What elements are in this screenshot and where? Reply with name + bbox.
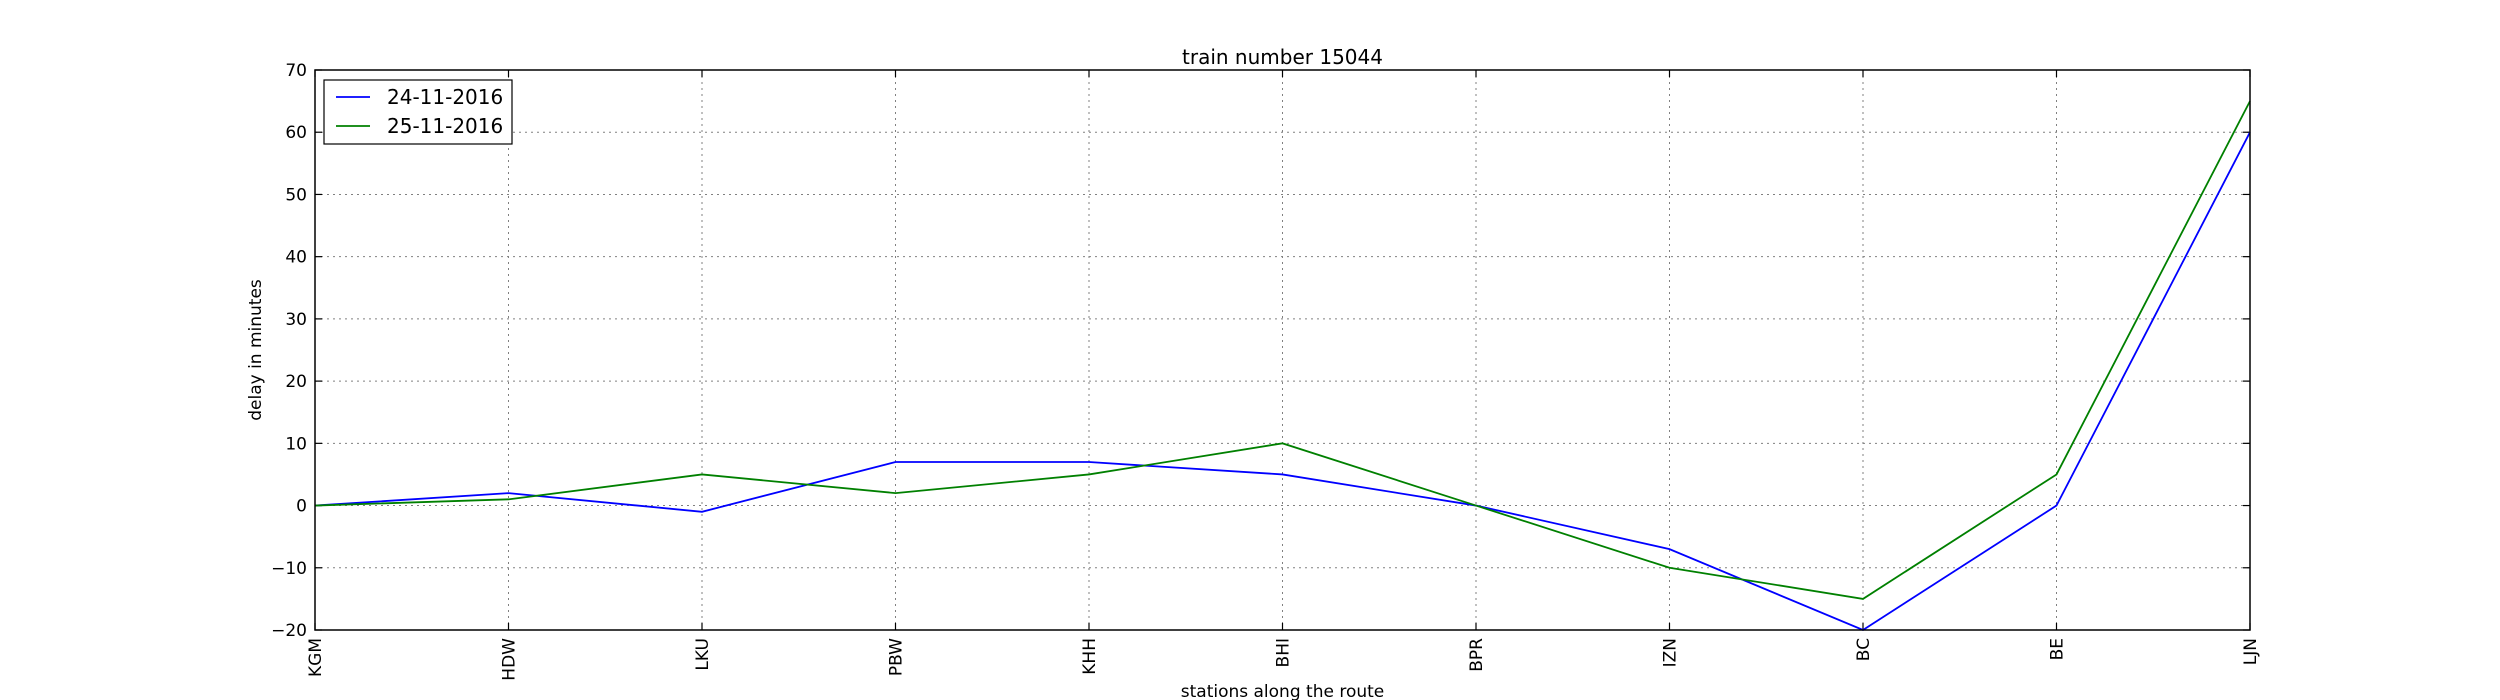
x-tick-labels: KGM HDW LKU PBW KHH BHI BPR IZN BC BE LJN (306, 638, 2261, 681)
x-tick-label: IZN (1661, 638, 1681, 667)
y-tick-label: 40 (285, 248, 307, 268)
x-axis-label: stations along the route (1181, 682, 1385, 700)
series-line-1 (314, 131, 2251, 632)
legend: 24-11-2016 25-11-2016 (323, 79, 513, 145)
series-line-2 (314, 100, 2251, 600)
x-tick-label: BE (2048, 638, 2068, 660)
x-tick-label: BHI (1274, 638, 1294, 667)
y-tick-labels: −20 −10 0 10 20 30 40 50 60 70 (271, 61, 307, 641)
x-tick-label: LJN (2241, 638, 2261, 665)
y-tick-label: −20 (271, 621, 307, 641)
x-tick-label: LKU (693, 638, 713, 671)
y-tick-label: 0 (296, 497, 307, 517)
grid-lines (315, 70, 2250, 630)
y-tick-label: 60 (285, 123, 307, 143)
chart-title: train number 15044 (1182, 45, 1383, 69)
x-tick-label: PBW (887, 638, 907, 676)
series-lines (314, 100, 2251, 632)
y-tick-label: 70 (285, 61, 307, 81)
y-tick-label: 50 (285, 185, 307, 205)
x-tick-label: HDW (500, 638, 520, 681)
y-tick-label: −10 (271, 559, 307, 579)
y-tick-label: 20 (285, 372, 307, 392)
x-tick-label: BPR (1467, 638, 1487, 672)
x-tick-label: KHH (1080, 638, 1100, 675)
plot-frame (314, 69, 2251, 631)
y-tick-label: 30 (285, 310, 307, 330)
legend-box (323, 79, 513, 145)
x-tick-label: BC (1854, 638, 1874, 661)
legend-label: 24-11-2016 (387, 85, 503, 109)
x-tick-label: KGM (306, 638, 326, 677)
legend-label: 25-11-2016 (387, 114, 503, 138)
y-axis-label: delay in minutes (246, 279, 266, 421)
y-tick-label: 10 (285, 434, 307, 454)
